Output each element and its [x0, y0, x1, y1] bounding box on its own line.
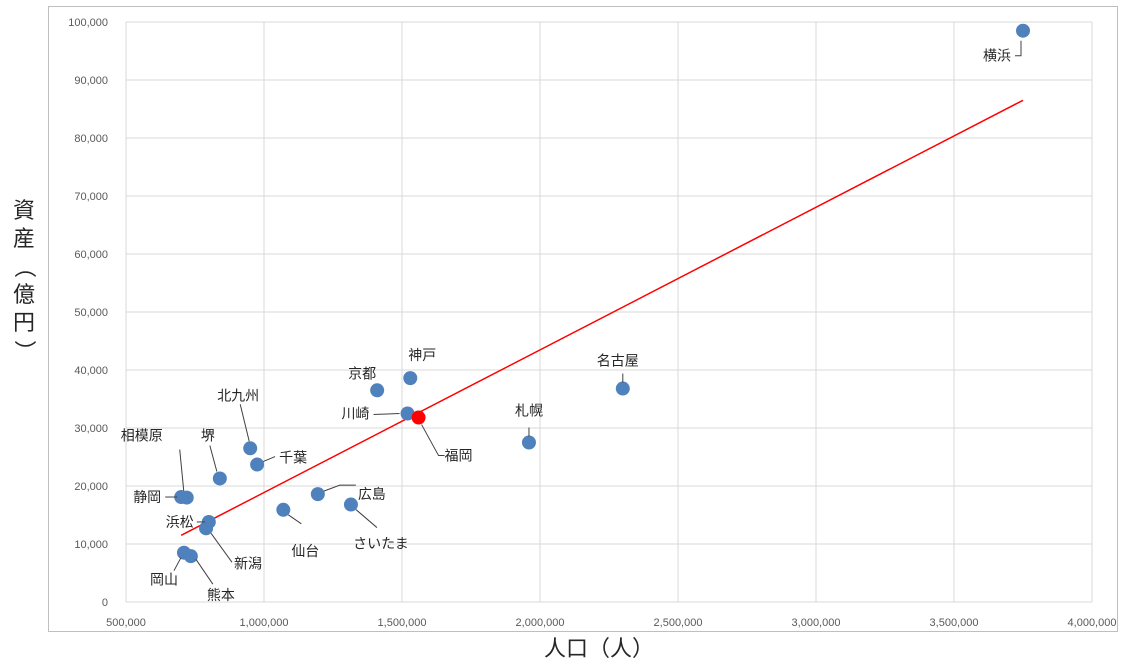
y-tick-label: 100,000 [68, 17, 108, 29]
data-label: 新潟 [234, 556, 262, 572]
y-tick-label: 0 [102, 597, 108, 609]
data-label: 浜松 [166, 515, 194, 531]
y-tick-label: 10,000 [74, 539, 108, 551]
x-tick-label: 1,000,000 [240, 617, 289, 629]
data-point [343, 497, 358, 512]
data-label: 名古屋 [597, 354, 639, 370]
leader-line [288, 514, 302, 525]
x-tick-label: 4,000,000 [1068, 617, 1117, 629]
leader-line [210, 533, 233, 563]
data-point [403, 371, 418, 386]
leader-line [195, 558, 214, 585]
x-tick-label: 3,000,000 [792, 617, 841, 629]
data-point [310, 487, 325, 502]
leader-line [239, 404, 250, 442]
data-label: 広島 [358, 487, 386, 503]
data-point [370, 383, 385, 398]
data-point-highlight [411, 410, 426, 425]
data-point [521, 435, 536, 450]
data-point [243, 441, 258, 456]
leader-line [421, 424, 445, 457]
data-point [1016, 23, 1030, 38]
data-point [212, 471, 227, 486]
data-label: 岡山 [150, 573, 178, 589]
y-tick-label: 20,000 [74, 481, 108, 493]
data-point [183, 549, 198, 564]
x-tick-label: 3,500,000 [930, 617, 979, 629]
data-point [250, 457, 265, 472]
data-label: 神戸 [408, 348, 436, 364]
x-tick-label: 2,000,000 [516, 617, 565, 629]
y-axis-title-char: 資 [13, 199, 35, 224]
y-axis-title-char: 円 [13, 311, 35, 336]
data-label: 北九州 [217, 388, 259, 404]
y-tick-label: 90,000 [74, 75, 108, 87]
x-tick-label: 500,000 [106, 617, 146, 629]
data-point [174, 490, 189, 505]
data-label: 熊本 [207, 588, 235, 604]
data-label: さいたま [353, 537, 409, 553]
y-axis-title-char: （ [11, 256, 36, 278]
y-tick-label: 40,000 [74, 365, 108, 377]
data-label: 京都 [348, 366, 376, 382]
chart-frame [48, 6, 1118, 632]
leader-line [262, 456, 276, 463]
data-point [615, 381, 630, 396]
leader-line [355, 509, 378, 528]
data-point [400, 406, 415, 421]
data-label: 静岡 [133, 490, 161, 506]
y-axis-title-char: ） [11, 340, 36, 362]
y-axis-title-char: 産 [13, 227, 35, 252]
leader-line [373, 413, 400, 415]
data-label: 相模原 [121, 429, 163, 445]
x-tick-label: 2,500,000 [654, 617, 703, 629]
data-label: 福岡 [445, 449, 473, 465]
data-point [199, 521, 214, 536]
data-label: 札幌 [515, 404, 543, 420]
leader-line [323, 484, 356, 492]
x-axis-title: 人口（人） [544, 637, 654, 660]
data-label: 千葉 [279, 451, 307, 467]
data-label: 横浜 [983, 49, 1011, 65]
y-tick-label: 30,000 [74, 423, 108, 435]
data-label: 仙台 [291, 544, 319, 560]
trendline [180, 99, 1024, 536]
leader-line [1015, 40, 1022, 57]
leader-line [179, 449, 185, 491]
y-tick-label: 60,000 [74, 249, 108, 261]
y-axis-title-char: 億 [13, 283, 35, 308]
data-point [276, 502, 291, 517]
data-label: 川崎 [342, 407, 370, 423]
leader-line [209, 445, 218, 472]
x-tick-label: 1,500,000 [378, 617, 427, 629]
y-tick-label: 50,000 [74, 307, 108, 319]
y-tick-label: 70,000 [74, 191, 108, 203]
leader-line [173, 557, 182, 571]
y-tick-label: 80,000 [74, 133, 108, 145]
data-label: 堺 [201, 428, 215, 444]
